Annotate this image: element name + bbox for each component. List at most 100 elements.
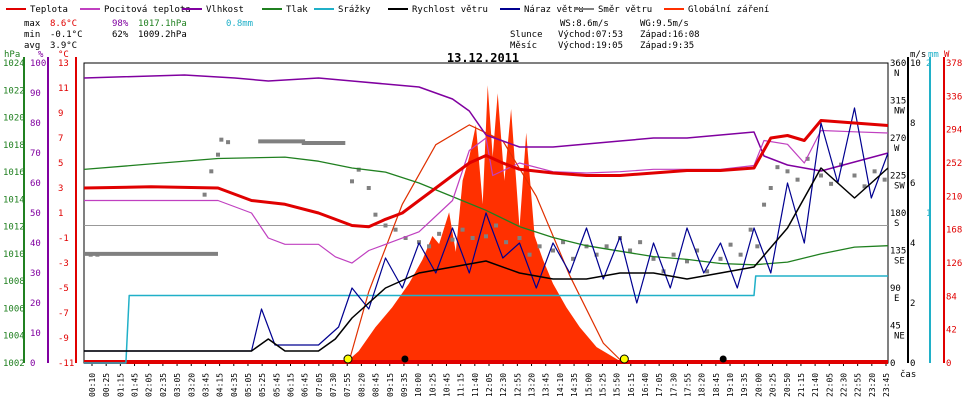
pct-unit: % bbox=[38, 50, 44, 60]
time-tick-28: 12:05 bbox=[485, 373, 494, 397]
c-tick-9: -5 bbox=[58, 284, 69, 294]
dir-card-tick-0: N bbox=[894, 69, 899, 79]
pct-tick-8: 20 bbox=[30, 299, 41, 309]
dir-card-tick-7: NE bbox=[894, 332, 905, 342]
wind-direction-point-22 bbox=[504, 240, 509, 245]
legend-label-4: Srážky bbox=[338, 5, 371, 15]
series-feels-like bbox=[84, 129, 889, 264]
wind-direction-point-23 bbox=[517, 236, 522, 240]
stats-panel: max 8.6°C 98% 1017.1hPa 0.8mm min -0.1°C… bbox=[24, 19, 700, 51]
dir-card-tick-1: NW bbox=[894, 107, 905, 117]
time-tick-22: 09:35 bbox=[400, 373, 409, 397]
wind-speed-info: WS:8.6m/s bbox=[560, 19, 609, 29]
time-tick-41: 17:30 bbox=[669, 373, 678, 397]
time-tick-56: 23:45 bbox=[882, 373, 891, 397]
pct-tick-2: 80 bbox=[30, 119, 41, 129]
dir-card-tick-2: W bbox=[894, 144, 900, 154]
mm-tick-1: 1 bbox=[926, 209, 931, 219]
ms-tick-2: 6 bbox=[910, 179, 915, 189]
time-tick-46: 19:35 bbox=[740, 373, 749, 397]
time-tick-14: 06:15 bbox=[287, 373, 296, 397]
ms-tick-0: 10 bbox=[910, 59, 921, 69]
c-tick-5: 3 bbox=[58, 184, 63, 194]
wind-direction-point-48 bbox=[775, 165, 780, 170]
legend-label-8: Globální záření bbox=[688, 5, 769, 15]
w-tick-8: 42 bbox=[946, 326, 957, 336]
wind-direction-point-34 bbox=[638, 240, 643, 245]
time-tick-43: 18:20 bbox=[698, 373, 707, 397]
ms-tick-3: 4 bbox=[910, 239, 915, 249]
sun-marker-1 bbox=[619, 354, 629, 364]
pct-tick-9: 10 bbox=[30, 329, 41, 339]
wind-direction-point-35 bbox=[651, 256, 656, 261]
ms-tick-4: 2 bbox=[910, 299, 915, 309]
wind-direction-point-54 bbox=[839, 162, 844, 167]
time-tick-27: 11:40 bbox=[471, 373, 480, 397]
time-tick-37: 15:50 bbox=[613, 373, 622, 397]
min-label: min bbox=[24, 30, 40, 40]
legend-label-5: Rychlost větru bbox=[412, 5, 488, 15]
wind-direction-point-15 bbox=[427, 244, 432, 249]
hpa-tick-0: 1024 bbox=[3, 59, 25, 69]
time-tick-31: 13:20 bbox=[528, 373, 537, 397]
max-press: 1017.1hPa bbox=[138, 19, 187, 29]
max-label: max bbox=[24, 19, 41, 29]
dir-deg-tick-3: 225 bbox=[890, 172, 906, 182]
time-tick-17: 07:30 bbox=[329, 373, 338, 397]
min-press: 1009.2hPa bbox=[138, 30, 187, 40]
dir-deg-tick-8: 0 bbox=[890, 359, 895, 369]
time-tick-55: 23:20 bbox=[868, 373, 877, 397]
c-tick-4: 5 bbox=[58, 159, 63, 169]
time-tick-48: 20:25 bbox=[769, 373, 778, 397]
c-tick-0: 13 bbox=[58, 59, 69, 69]
wind-direction-point-2 bbox=[202, 192, 207, 197]
series-temperature bbox=[83, 119, 889, 229]
time-tick-35: 15:00 bbox=[584, 373, 593, 397]
wind-direction-point-17 bbox=[450, 237, 455, 242]
time-tick-30: 12:55 bbox=[513, 373, 522, 397]
wind-direction-point-30 bbox=[594, 252, 599, 257]
legend-label-6: Náraz větru bbox=[524, 5, 584, 15]
dir-deg-tick-0: 360 bbox=[890, 59, 906, 69]
legend-label-1: Pocitová teplota bbox=[104, 5, 191, 15]
hpa-tick-3: 1018 bbox=[3, 141, 25, 151]
time-tick-25: 10:45 bbox=[442, 373, 451, 397]
time-tick-38: 16:15 bbox=[627, 373, 636, 397]
wind-direction-point-58 bbox=[882, 177, 887, 182]
hpa-tick-9: 1006 bbox=[3, 304, 25, 314]
time-tick-3: 01:45 bbox=[131, 373, 140, 397]
pct-tick-4: 60 bbox=[30, 179, 41, 189]
sun-label: Slunce bbox=[510, 30, 543, 40]
mm-tick-0: 2 bbox=[926, 59, 931, 69]
time-tick-8: 03:45 bbox=[201, 373, 210, 397]
w-tick-6: 126 bbox=[946, 259, 962, 269]
c-tick-6: 1 bbox=[58, 209, 63, 219]
mm-unit: mm bbox=[928, 50, 939, 60]
wind-direction-point-37 bbox=[671, 252, 676, 257]
ms-unit: m/s bbox=[910, 50, 926, 60]
time-tick-18: 07:55 bbox=[343, 373, 352, 397]
dir-deg-tick-4: 180 bbox=[890, 209, 906, 219]
c-unit: °C bbox=[58, 50, 69, 60]
series-humidity bbox=[83, 74, 889, 172]
moon-rise: Východ:19:05 bbox=[558, 41, 623, 51]
time-tick-5: 02:35 bbox=[159, 373, 168, 397]
hpa-tick-7: 1010 bbox=[3, 250, 25, 260]
max-temp: 8.6°C bbox=[50, 19, 77, 29]
time-unit: čas bbox=[900, 369, 916, 380]
moon-set: Západ:9:35 bbox=[640, 41, 694, 51]
wind-direction-point-38 bbox=[685, 259, 689, 264]
wind-direction-point-8 bbox=[356, 167, 361, 172]
time-tick-23: 10:00 bbox=[414, 373, 423, 397]
wind-direction-point-26 bbox=[551, 248, 555, 253]
sun-marker-0 bbox=[343, 354, 353, 364]
wind-direction-point-24 bbox=[527, 252, 532, 257]
time-tick-2: 01:15 bbox=[116, 373, 125, 397]
c-tick-8: -3 bbox=[58, 259, 69, 269]
time-tick-13: 05:45 bbox=[272, 373, 281, 397]
time-tick-16: 07:05 bbox=[315, 373, 324, 397]
time-tick-47: 20:00 bbox=[754, 373, 763, 397]
wind-direction-point-27 bbox=[561, 240, 566, 245]
time-tick-12: 05:25 bbox=[258, 373, 267, 397]
hpa-unit: hPa bbox=[4, 50, 20, 60]
